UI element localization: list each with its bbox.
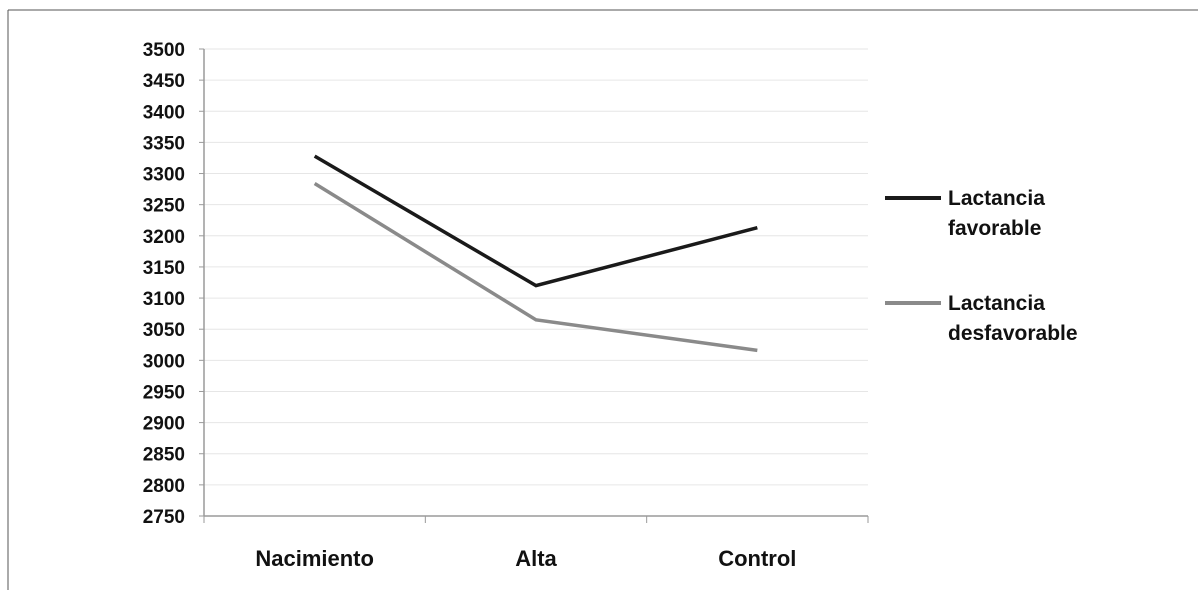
x-tick-label: Alta [515, 546, 557, 571]
axes [199, 48, 869, 523]
y-tick-label: 3200 [143, 227, 185, 248]
y-tick-label: 3150 [143, 258, 185, 279]
series-line [313, 154, 758, 288]
y-tick-label: 3500 [143, 40, 185, 61]
series-lines [313, 154, 758, 353]
y-tick-label: 2900 [143, 414, 185, 435]
y-tick-label: 3000 [143, 351, 185, 372]
y-tick-label: 3450 [143, 71, 185, 92]
y-tick-label: 3050 [143, 320, 185, 341]
legend: Lactancia favorable Lactancia desfavorable [885, 187, 1078, 345]
y-tick-label: 3250 [143, 196, 185, 217]
y-tick-label: 3400 [143, 102, 185, 123]
y-tick-label: 2800 [143, 476, 185, 497]
outer-frame [7, 9, 1198, 590]
y-tick-label: 2750 [143, 507, 185, 528]
gridlines [204, 48, 868, 486]
legend-label: Lactancia favorable [948, 187, 1045, 240]
x-tick-labels: Nacimiento Alta Control [255, 546, 796, 571]
y-tick-label: 2850 [143, 445, 185, 466]
x-tick-label: Nacimiento [255, 546, 374, 571]
legend-label: Lactancia desfavorable [948, 292, 1078, 345]
y-tick-label: 3350 [143, 133, 185, 154]
x-tick-label: Control [718, 546, 796, 571]
y-tick-label: 3100 [143, 289, 185, 310]
y-tick-labels: 3500 3450 3400 3350 3300 3250 3200 3150 3100 3050… [143, 40, 185, 528]
y-tick-label: 3300 [143, 165, 185, 186]
series-line [313, 182, 758, 353]
y-tick-label: 2950 [143, 382, 185, 403]
